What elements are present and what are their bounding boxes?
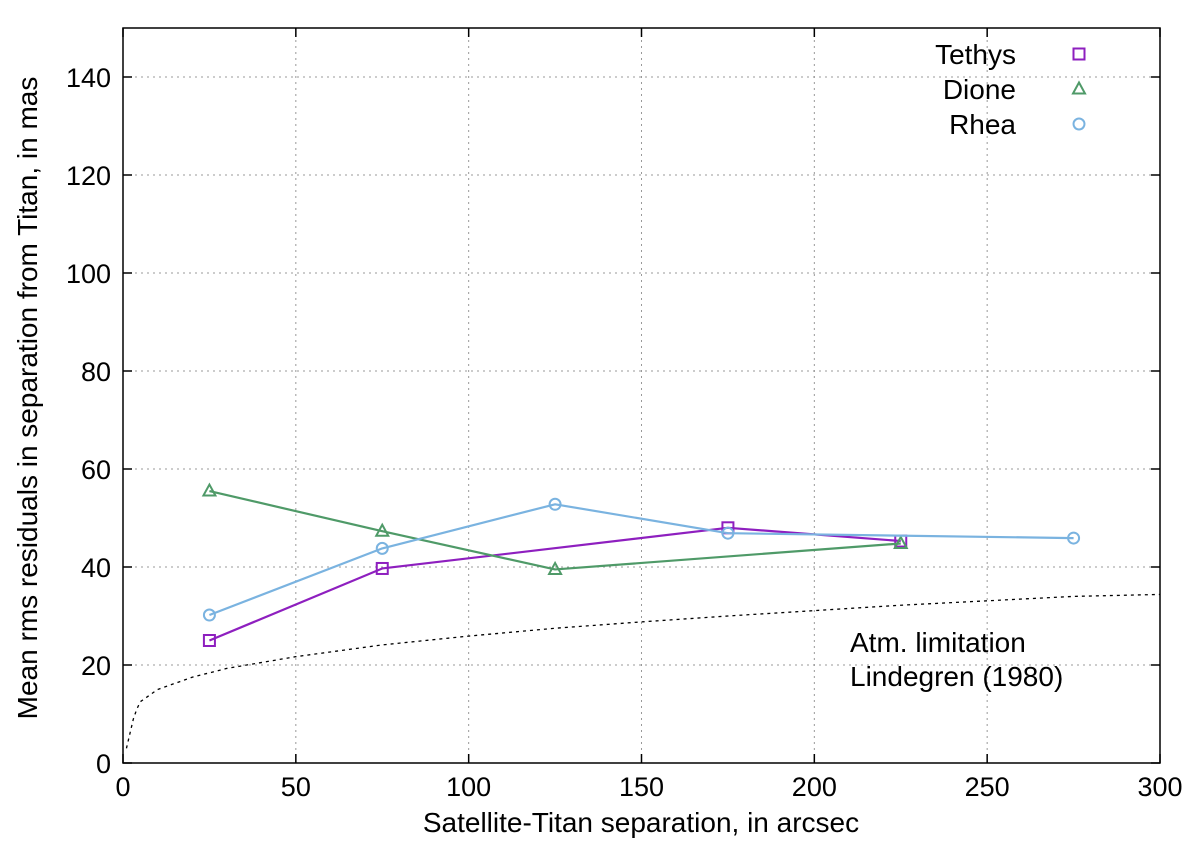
x-tick-label: 50: [281, 772, 311, 802]
annotation-line-2: Lindegren (1980): [850, 661, 1063, 692]
series-line-rhea: [209, 503, 1074, 617]
y-tick-label: 80: [81, 357, 111, 387]
x-tick-label: 100: [446, 772, 491, 802]
y-tick-label: 20: [81, 651, 111, 681]
x-tick-label: 0: [115, 772, 130, 802]
series-dione: [201, 482, 909, 575]
series-line-tethys: [208, 526, 901, 642]
y-tick-label: 120: [66, 161, 111, 191]
y-tick-label: 0: [96, 749, 111, 779]
series-tethys: [202, 521, 908, 647]
limit-curve-line: [125, 593, 1161, 749]
y-axis-label: Mean rms residuals in separation from Ti…: [12, 77, 43, 720]
x-tick-label: 200: [792, 772, 837, 802]
data-point-dione: [201, 482, 218, 497]
y-tick-label: 140: [66, 63, 111, 93]
data-point-dione: [893, 534, 909, 549]
series-line-dione: [209, 489, 901, 571]
legend-marker-rhea: [1072, 117, 1086, 131]
series-layer: [201, 482, 1081, 647]
x-axis-label: Satellite-Titan separation, in arcsec: [423, 807, 859, 838]
data-point-rhea: [721, 526, 735, 540]
x-tick-label: 150: [619, 772, 664, 802]
legend-marker-tethys: [1072, 47, 1086, 61]
data-point-rhea: [375, 541, 389, 555]
data-point-tethys: [375, 561, 389, 575]
legend-label-tethys: Tethys: [935, 39, 1016, 70]
data-point-rhea: [548, 497, 562, 511]
data-point-dione: [374, 522, 390, 537]
legend-label-dione: Dione: [943, 74, 1016, 105]
data-point-rhea: [1067, 531, 1081, 545]
annotation-line-1: Atm. limitation: [850, 627, 1026, 658]
x-tick-label: 300: [1137, 772, 1182, 802]
legend-marker-dione: [1071, 80, 1087, 95]
axis-ticks: 0 50 100 150 200 250 300 0 20 40 60 80 100 120 140: [66, 28, 1183, 802]
y-tick-label: 40: [81, 553, 111, 583]
data-point-rhea: [202, 608, 216, 622]
x-tick-label: 250: [965, 772, 1010, 802]
y-tick-label: 60: [81, 455, 111, 485]
data-point-dione: [547, 560, 563, 575]
grid: [123, 28, 1160, 763]
y-tick-label: 100: [66, 259, 111, 289]
legend: Tethys Dione Rhea: [935, 39, 1087, 140]
legend-label-rhea: Rhea: [949, 109, 1016, 140]
series-rhea: [202, 497, 1081, 622]
data-point-tethys: [202, 634, 216, 647]
limit-curve-layer: [125, 593, 1161, 749]
